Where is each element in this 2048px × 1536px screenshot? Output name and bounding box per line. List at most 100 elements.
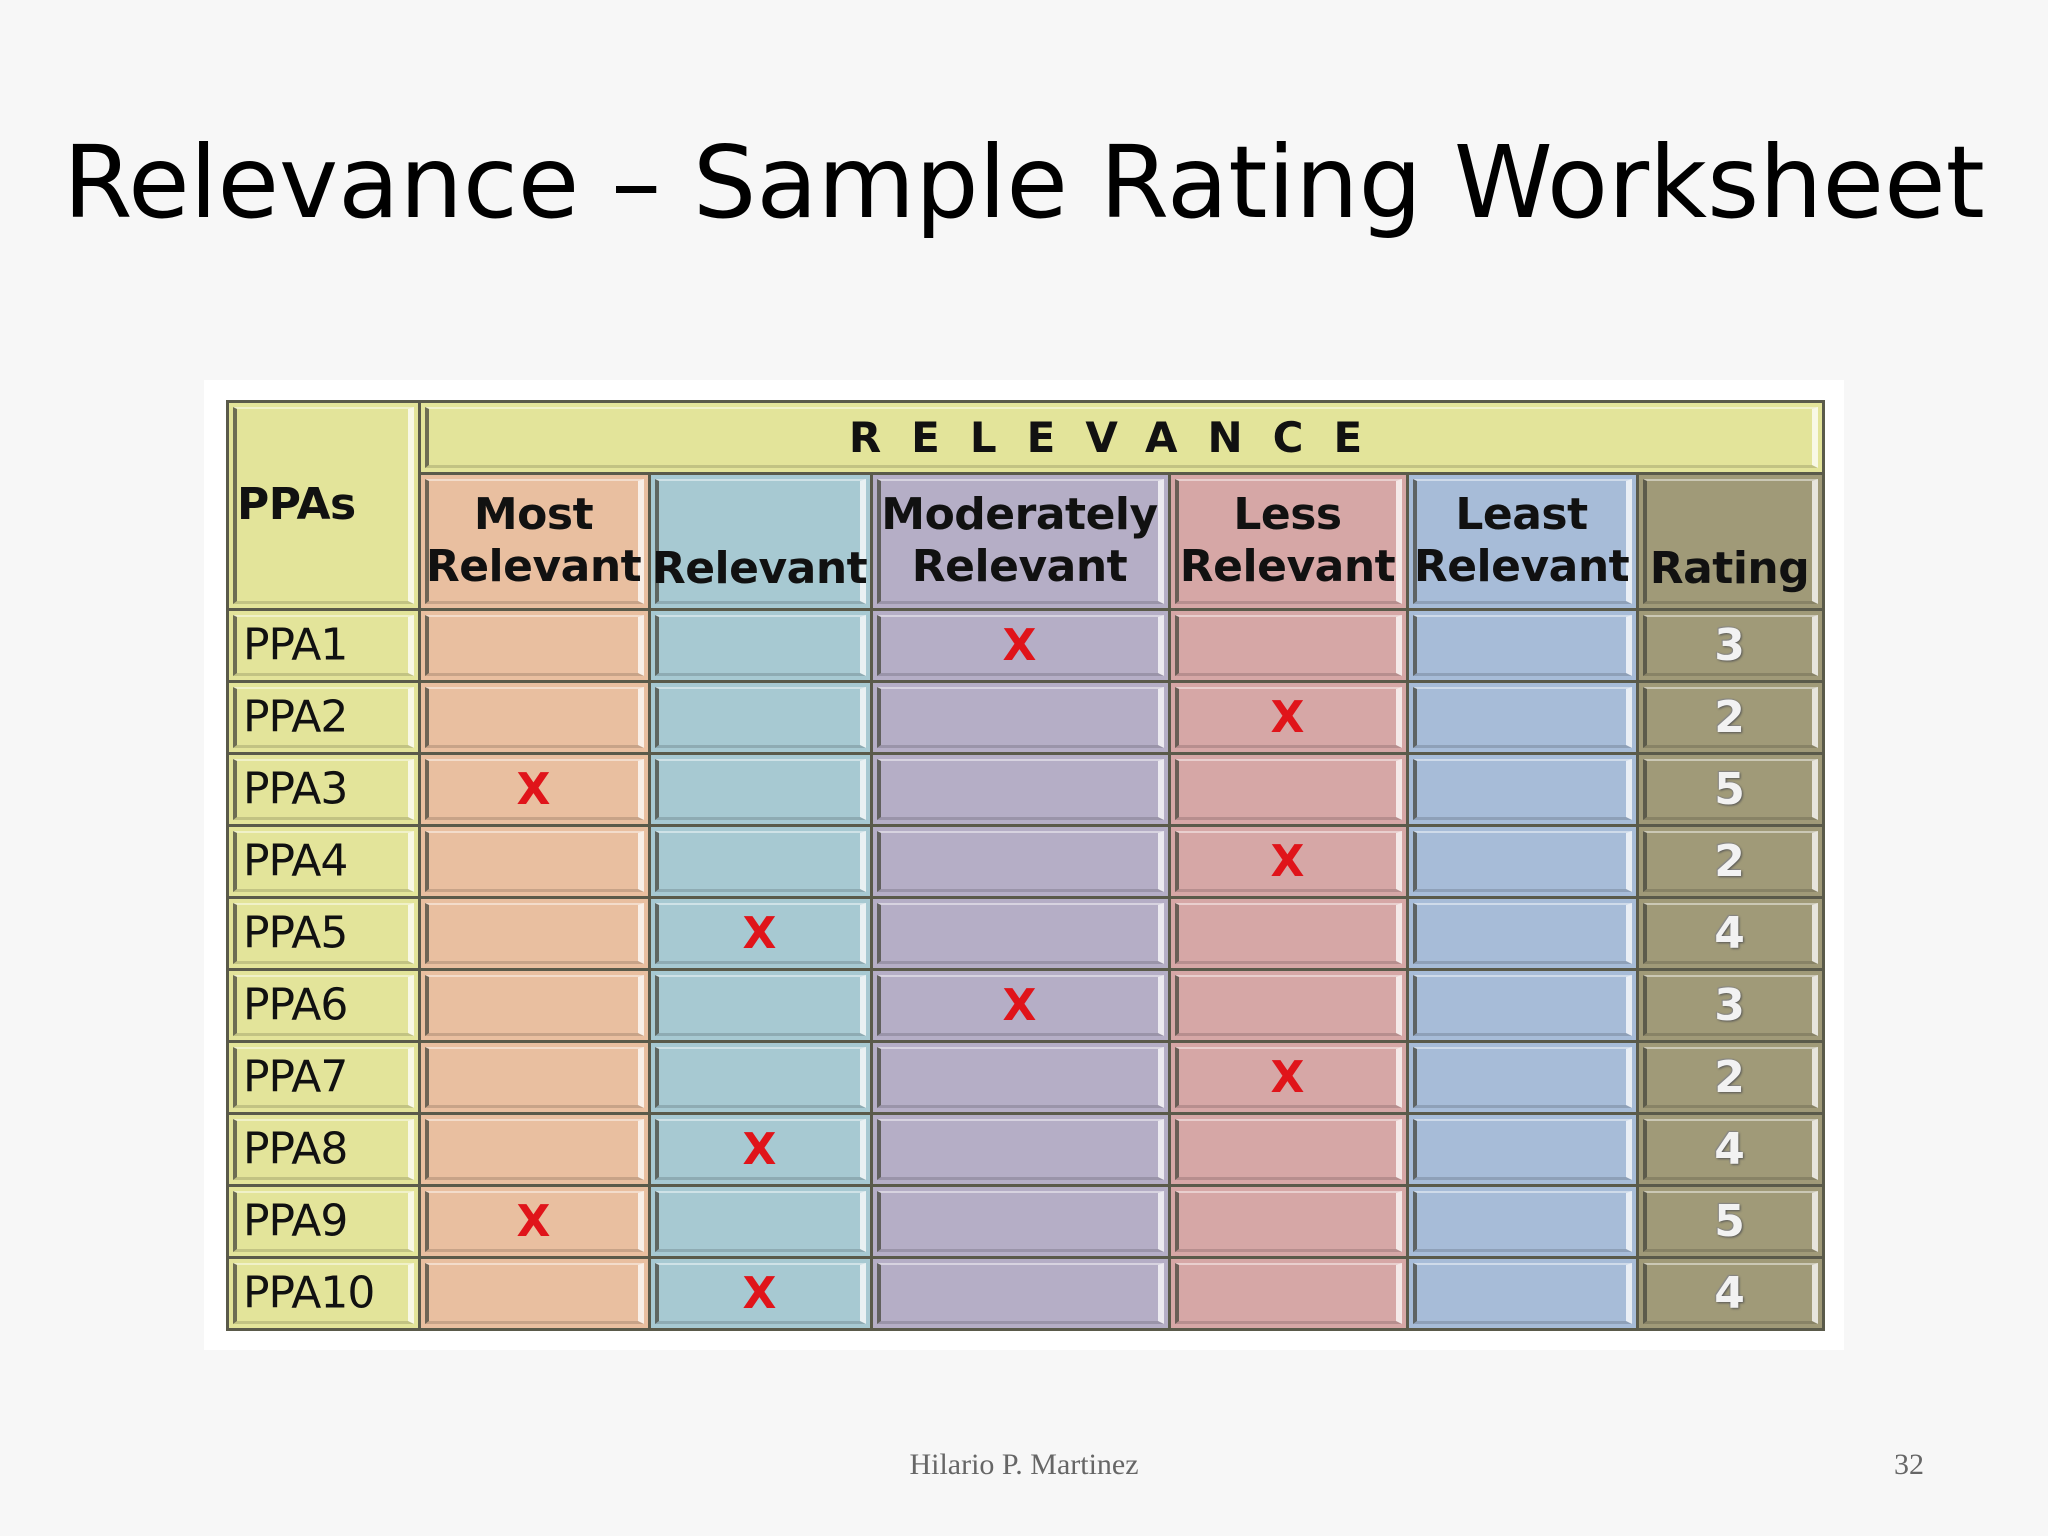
- rating-value: 3: [1714, 619, 1745, 671]
- rating-value: 2: [1714, 1051, 1745, 1103]
- cell-bevel: [425, 831, 644, 892]
- cell-bevel: X: [877, 615, 1164, 676]
- slide-title: Relevance – Sample Rating Worksheet: [63, 124, 1985, 241]
- relevance-cell: [1406, 608, 1639, 683]
- ppa-bevel: PPA2: [233, 687, 414, 748]
- relevance-cell: X: [870, 968, 1171, 1043]
- cell-bevel: [1175, 1191, 1402, 1252]
- relevance-cell: X: [648, 1112, 873, 1187]
- ppa-cell: PPA7: [226, 1040, 421, 1115]
- x-mark: X: [1270, 835, 1305, 887]
- header-row-group: PPAs RELEVANCE: [226, 400, 1825, 611]
- relevance-cell: [418, 896, 651, 971]
- table-row: PPA4 X 2: [226, 824, 1825, 899]
- ppa-label: PPA3: [243, 763, 348, 815]
- ppa-cell: PPA8: [226, 1112, 421, 1187]
- cell-bevel: [655, 1047, 866, 1108]
- relevance-cell: X: [418, 752, 651, 827]
- corner-bevel: PPAs: [233, 407, 414, 604]
- relevance-cell: [418, 1256, 651, 1331]
- ppa-label: PPA2: [243, 691, 348, 743]
- cell-bevel: [877, 687, 1164, 748]
- rating-cell: 4: [1636, 1112, 1825, 1187]
- ppa-cell: PPA1: [226, 608, 421, 683]
- cell-bevel: X: [1175, 687, 1402, 748]
- ppa-label: PPA1: [243, 619, 348, 671]
- relevance-cell: [870, 824, 1171, 899]
- ppa-cell: PPA5: [226, 896, 421, 971]
- cell-bevel: [1175, 615, 1402, 676]
- cell-bevel: [1175, 975, 1402, 1036]
- relevance-cell: [1168, 752, 1409, 827]
- cell-bevel: X: [425, 1191, 644, 1252]
- relevance-cell: [1168, 608, 1409, 683]
- relevance-cell: [418, 1112, 651, 1187]
- relevance-cell: X: [648, 1256, 873, 1331]
- table-row: PPA1 X 3: [226, 608, 1825, 683]
- relevance-cell: [648, 608, 873, 683]
- rating-value: 3: [1714, 979, 1745, 1031]
- rating-bevel: 5: [1643, 759, 1818, 820]
- rating-value: 2: [1714, 691, 1745, 743]
- cell-bevel: [425, 903, 644, 964]
- cell-bevel: [877, 1263, 1164, 1324]
- ppa-label: PPA8: [243, 1123, 348, 1175]
- relevance-cell: X: [870, 608, 1171, 683]
- ppa-bevel: PPA3: [233, 759, 414, 820]
- relevance-cell: [648, 968, 873, 1043]
- rating-value: 5: [1714, 763, 1745, 815]
- header-bevel: Less Relevant: [1175, 479, 1402, 604]
- rating-worksheet-table: PPAs RELEVANCE Most Relevant Relevant Modera…: [226, 400, 1825, 1331]
- relevance-cell: X: [1168, 1040, 1409, 1115]
- rating-cell: 5: [1636, 752, 1825, 827]
- cell-bevel: [1175, 1263, 1402, 1324]
- column-header-rating: Rating: [1636, 472, 1825, 611]
- cell-bevel: [655, 831, 866, 892]
- rating-cell: 2: [1636, 1040, 1825, 1115]
- header-bevel: Least Relevant: [1413, 479, 1632, 604]
- rating-value: 2: [1714, 835, 1745, 887]
- ppa-label: PPA9: [243, 1195, 348, 1247]
- ppa-label: PPA5: [243, 907, 348, 959]
- relevance-cell: X: [648, 896, 873, 971]
- relevance-cell: [418, 608, 651, 683]
- ppa-cell: PPA3: [226, 752, 421, 827]
- cell-bevel: [1413, 759, 1632, 820]
- cell-bevel: [1413, 903, 1632, 964]
- cell-bevel: [655, 759, 866, 820]
- column-header-least-relevant: Least Relevant: [1406, 472, 1639, 611]
- relevance-cell: [418, 968, 651, 1043]
- x-mark: X: [1002, 979, 1037, 1031]
- relevance-cell: [1406, 1040, 1639, 1115]
- cell-bevel: [1175, 759, 1402, 820]
- cell-bevel: [1413, 831, 1632, 892]
- column-header-label: Relevant: [651, 543, 868, 595]
- x-mark: X: [742, 907, 777, 959]
- rating-bevel: 2: [1643, 831, 1818, 892]
- cell-bevel: [655, 615, 866, 676]
- cell-bevel: X: [655, 903, 866, 964]
- relevance-cell: [870, 896, 1171, 971]
- ppa-bevel: PPA9: [233, 1191, 414, 1252]
- rating-cell: 3: [1636, 608, 1825, 683]
- relevance-cell: [1406, 1256, 1639, 1331]
- relevance-cell: X: [1168, 824, 1409, 899]
- column-header-label: Less Relevant: [1179, 489, 1396, 592]
- table-row: PPA7 X 2: [226, 1040, 1825, 1115]
- rating-cell: 4: [1636, 1256, 1825, 1331]
- column-header-most-relevant: Most Relevant: [418, 472, 651, 611]
- ppa-bevel: PPA7: [233, 1047, 414, 1108]
- relevance-cell: [1406, 1112, 1639, 1187]
- relevance-cell: [1406, 968, 1639, 1043]
- relevance-cell: [1168, 1184, 1409, 1259]
- relevance-cell: [870, 1040, 1171, 1115]
- corner-label: PPAs: [237, 479, 356, 530]
- cell-bevel: [1413, 687, 1632, 748]
- column-header-less-relevant: Less Relevant: [1168, 472, 1409, 611]
- header-bevel: Relevant: [651, 479, 868, 604]
- x-mark: X: [516, 763, 551, 815]
- ppa-cell: PPA9: [226, 1184, 421, 1259]
- relevance-cell: X: [418, 1184, 651, 1259]
- table-row: PPA5 X 4: [226, 896, 1825, 971]
- rating-bevel: 2: [1643, 1047, 1818, 1108]
